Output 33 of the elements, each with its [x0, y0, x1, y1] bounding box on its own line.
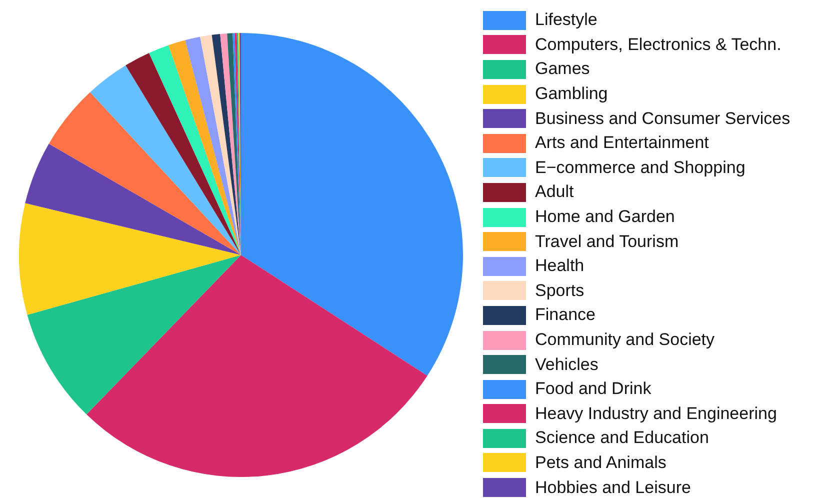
legend-label: Adult [535, 182, 574, 202]
legend-label: Heavy Industry and Engineering [535, 404, 777, 424]
pie-slice [19, 203, 241, 315]
legend-label: Community and Society [535, 330, 715, 350]
legend-label: Finance [535, 305, 596, 326]
legend-label: Vehicles [535, 354, 598, 375]
pie-slice [200, 34, 241, 255]
legend-label: Computers, Electronics & Techn. [535, 34, 782, 55]
pie-slice [212, 34, 241, 255]
pie-slice [185, 36, 241, 255]
legend-label: Business and Consumer Services [535, 108, 790, 129]
legend-label: Food and Drink [535, 379, 652, 400]
legend-label: Pets and Animals [535, 452, 666, 473]
legend-label: Home and Garden [535, 207, 675, 228]
pie-slice [27, 255, 241, 414]
legend-label: Science and Education [535, 428, 709, 448]
pie-slice [90, 65, 241, 255]
legend-label: Sports [535, 280, 584, 301]
pie-slice [220, 33, 241, 255]
legend-label: Arts and Entertainment [535, 133, 709, 154]
pie-slice [149, 45, 241, 255]
pie-slice [86, 255, 428, 477]
pie-slice [25, 144, 241, 255]
pie-slice [126, 52, 241, 255]
legend-label: Travel and Tourism [535, 232, 679, 252]
legend-label: Gambling [535, 84, 608, 104]
legend-label: Games [535, 59, 590, 80]
legend-label: Hobbies and Leisure [535, 478, 691, 498]
pie-slice [48, 92, 241, 255]
legend-label: Health [535, 256, 584, 276]
pie-slice [168, 40, 241, 255]
legend-label: Lifestyle [535, 10, 598, 30]
legend-label: E−commerce and Shopping [535, 158, 746, 178]
